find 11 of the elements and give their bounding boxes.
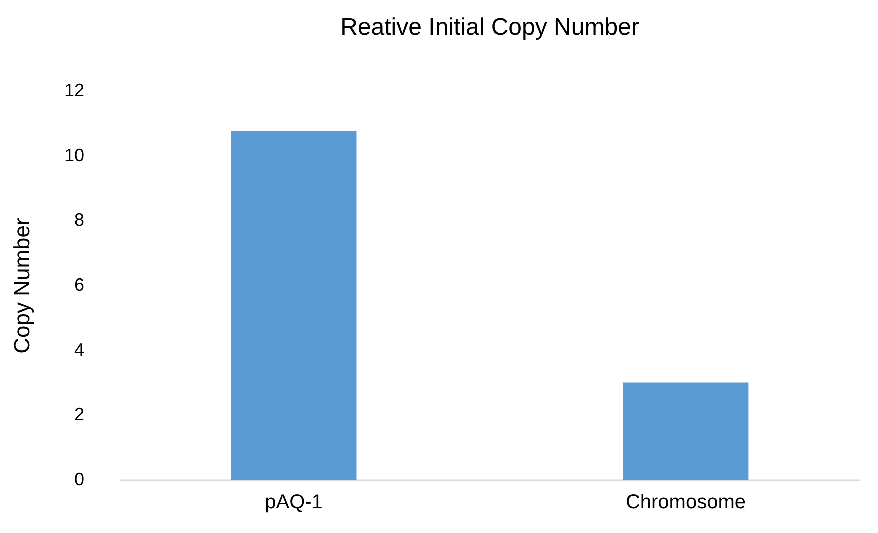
y-tick-label: 6 xyxy=(74,275,84,295)
x-tick-label: pAQ-1 xyxy=(265,492,323,514)
y-axis-title: Copy Number xyxy=(9,218,34,354)
y-tick-label: 12 xyxy=(64,80,84,100)
y-tick-label: 0 xyxy=(74,470,84,490)
chart-title: Reative Initial Copy Number xyxy=(340,14,640,41)
y-tick-label: 10 xyxy=(64,145,84,166)
y-tick-label: 2 xyxy=(74,404,84,425)
y-tick-label: 4 xyxy=(74,340,84,360)
y-tick-label: 8 xyxy=(74,210,84,230)
x-tick-label: Chromosome xyxy=(626,492,746,514)
